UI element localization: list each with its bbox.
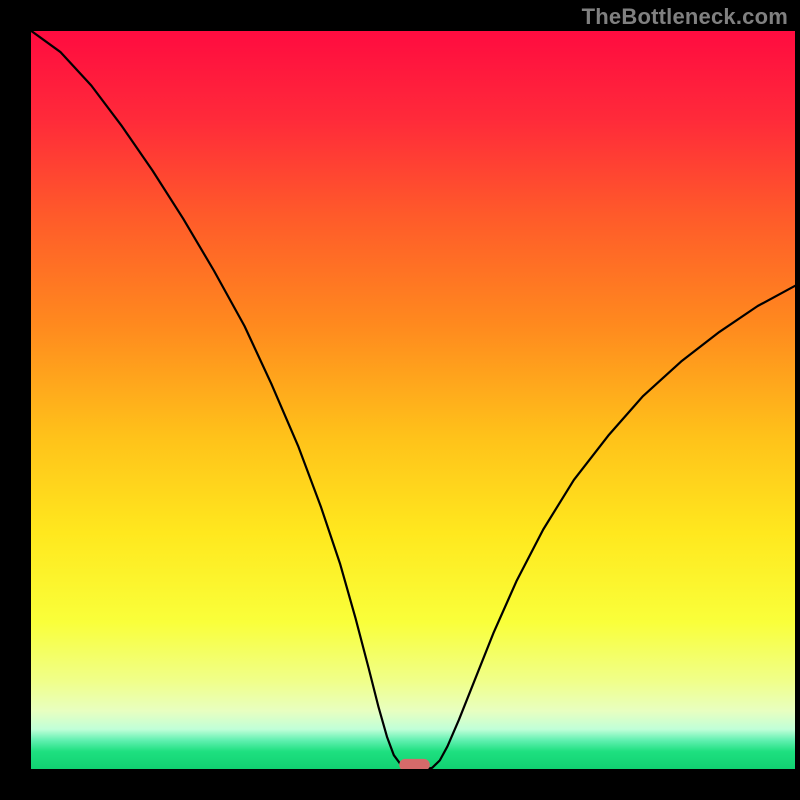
chart-svg [0,0,800,800]
chart-stage: TheBottleneck.com [0,0,800,800]
optimal-marker [399,759,430,771]
watermark-text: TheBottleneck.com [582,4,788,30]
plot-background [30,30,796,770]
